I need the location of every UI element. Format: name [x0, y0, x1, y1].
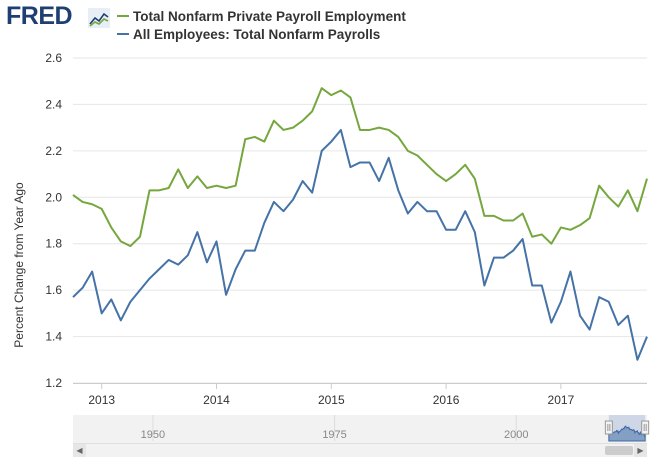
axis-layer: 1.2 1.4 1.6 1.8 2.0 2.2 2.4 2.6 2013 2014 2015 2016…: [45, 51, 647, 407]
x-tick-label: 2017: [548, 393, 575, 407]
grid-layer: [73, 57, 647, 384]
scrollbar[interactable]: ◀ ▶: [73, 443, 647, 457]
y-tick-label: 1.8: [45, 237, 62, 251]
fred-logo[interactable]: FRED: [6, 2, 73, 30]
chart-legend: Total Nonfarm Private Payroll Employment…: [117, 8, 406, 44]
y-tick-label: 1.6: [45, 283, 62, 297]
legend-item-private-payroll[interactable]: Total Nonfarm Private Payroll Employment: [117, 8, 406, 26]
y-tick-label: 1.4: [45, 330, 62, 344]
series-line-private-payroll[interactable]: [72, 87, 648, 248]
scroll-left-button[interactable]: ◀: [73, 444, 86, 457]
legend-label-private-payroll: Total Nonfarm Private Payroll Employment: [133, 9, 406, 24]
legend-swatch-total-nonfarm: [117, 33, 129, 36]
fred-chart-icon: [88, 8, 110, 28]
series-layer: [72, 87, 648, 361]
x-tick-label: 2015: [318, 393, 345, 407]
x-tick-label: 2013: [88, 393, 115, 407]
y-tick-label: 1.2: [45, 376, 62, 390]
x-tick-label: 2016: [433, 393, 460, 407]
legend-label-total-nonfarm: All Employees: Total Nonfarm Payrolls: [133, 27, 381, 42]
legend-swatch-private-payroll: [117, 15, 129, 18]
legend-item-total-nonfarm[interactable]: All Employees: Total Nonfarm Payrolls: [117, 26, 406, 44]
scroll-thumb[interactable]: [605, 446, 633, 455]
y-tick-label: 2.6: [45, 51, 62, 65]
scroll-right-button[interactable]: ▶: [634, 444, 647, 457]
main-chart-svg[interactable]: 1.2 1.4 1.6 1.8 2.0 2.2 2.4 2.6 2013 2014 2015 2016…: [0, 0, 668, 410]
y-tick-label: 2.0: [45, 190, 62, 204]
y-tick-label: 2.4: [45, 97, 62, 111]
x-tick-label: 2014: [203, 393, 230, 407]
chart-header: FRED Total Nonfarm Private Payroll Emplo…: [0, 0, 668, 48]
series-line-total-nonfarm[interactable]: [72, 128, 648, 361]
y-tick-label: 2.2: [45, 144, 62, 158]
